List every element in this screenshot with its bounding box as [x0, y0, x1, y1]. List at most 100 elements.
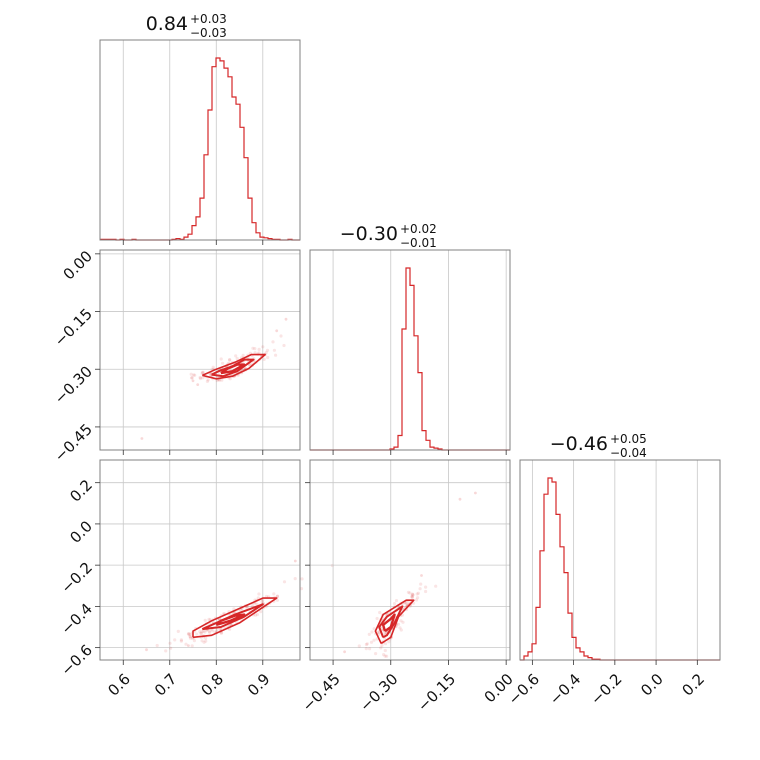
sample-point — [189, 372, 193, 376]
histogram-panel: −0.30 +0.02−0.01 — [309, 222, 511, 455]
sample-point — [198, 375, 202, 380]
sample-point — [382, 653, 386, 657]
outlier-point — [343, 650, 346, 654]
sample-point — [218, 378, 222, 382]
sample-point — [403, 601, 407, 605]
sample-point — [410, 594, 414, 598]
density-contour — [211, 358, 255, 378]
sample-point — [411, 593, 415, 597]
sample-point — [190, 376, 194, 380]
sample-point — [202, 629, 206, 633]
sample-point — [200, 629, 204, 634]
scatter-contour-panel: 0.6 0.7 0.8 0.9 −0.6−0.4 −0.2 0.0 0.2 — [58, 459, 334, 700]
sample-point — [215, 379, 219, 383]
sample-point — [261, 345, 265, 349]
sample-point — [200, 639, 204, 643]
histogram-title: −0.30 +0.02−0.01 — [340, 222, 437, 250]
y-tick-label: 0.0 — [66, 517, 96, 547]
sample-point — [253, 351, 257, 355]
x-tick-label: 0.9 — [244, 670, 274, 700]
sample-point — [394, 599, 399, 603]
x-tick-label: −0.15 — [414, 670, 459, 715]
sample-point — [271, 340, 275, 344]
outlier-point — [187, 644, 190, 647]
outlier-point — [293, 559, 297, 563]
sample-point — [265, 348, 270, 352]
sample-point — [279, 334, 283, 338]
sample-point — [272, 592, 276, 596]
density-contour — [381, 613, 396, 633]
sample-point — [176, 629, 180, 634]
sample-point — [228, 377, 232, 381]
sample-point — [264, 350, 268, 355]
sample-point — [370, 630, 374, 634]
sample-point — [404, 601, 408, 605]
sample-point — [383, 648, 387, 653]
x-tick-label: 0.7 — [151, 670, 181, 700]
x-tick-label: −0.6 — [505, 670, 543, 708]
sample-point — [211, 365, 215, 369]
sample-point — [228, 358, 232, 362]
sample-point — [261, 598, 265, 603]
sample-point — [207, 629, 211, 633]
sample-point — [255, 612, 259, 617]
sample-point — [188, 635, 192, 639]
sample-point — [192, 373, 196, 377]
title-lower-error: −0.01 — [400, 236, 437, 250]
sample-point — [293, 577, 297, 581]
sample-point — [418, 587, 422, 591]
x-tick-label: −0.2 — [587, 670, 625, 708]
panel-frame — [99, 459, 301, 661]
sample-point — [416, 596, 420, 600]
sample-point — [368, 647, 372, 651]
sample-point — [221, 361, 225, 365]
sample-point — [259, 610, 263, 614]
sample-point — [372, 638, 376, 642]
sample-point — [198, 630, 202, 634]
sample-point — [190, 376, 194, 380]
sample-point — [173, 638, 177, 642]
title-median: 0.84 — [146, 13, 188, 35]
panel-frame — [99, 249, 301, 451]
sample-point — [179, 638, 183, 642]
sample-point — [251, 603, 255, 607]
sample-point — [364, 642, 368, 647]
sample-point — [203, 618, 207, 622]
sample-point — [207, 617, 211, 622]
outlier-point — [145, 648, 148, 652]
sample-point — [375, 616, 379, 621]
sample-point — [377, 631, 381, 635]
sample-point — [410, 595, 414, 599]
y-tick-label: −0.45 — [51, 420, 96, 465]
y-tick-label: 0.2 — [66, 476, 96, 506]
sample-point — [206, 378, 210, 382]
x-tick-label: −0.45 — [299, 670, 344, 715]
sample-point — [218, 627, 222, 631]
histogram-panel: 0.84 +0.03−0.03 — [99, 12, 301, 245]
sample-point — [275, 598, 279, 602]
sample-point — [382, 632, 386, 636]
sample-point — [384, 642, 388, 646]
histogram-title: −0.46 +0.05−0.04 — [550, 432, 647, 460]
sample-point — [378, 610, 382, 615]
sample-point — [186, 632, 191, 636]
x-tick-label: −0.30 — [356, 670, 401, 715]
histogram-step-line — [310, 267, 510, 451]
title-upper-error: +0.02 — [400, 222, 437, 236]
density-contour — [220, 363, 246, 375]
sample-point — [246, 605, 250, 609]
sample-point — [199, 631, 203, 636]
density-contour — [192, 597, 278, 639]
density-contour — [374, 599, 415, 645]
sample-point — [241, 353, 245, 357]
sample-point — [410, 595, 414, 599]
histogram-step-line — [100, 57, 300, 241]
sample-point — [383, 654, 387, 658]
sample-point — [415, 592, 419, 596]
sample-point — [275, 594, 280, 598]
panel-frame — [309, 459, 511, 661]
sample-point — [367, 632, 371, 637]
sample-point — [199, 631, 204, 635]
